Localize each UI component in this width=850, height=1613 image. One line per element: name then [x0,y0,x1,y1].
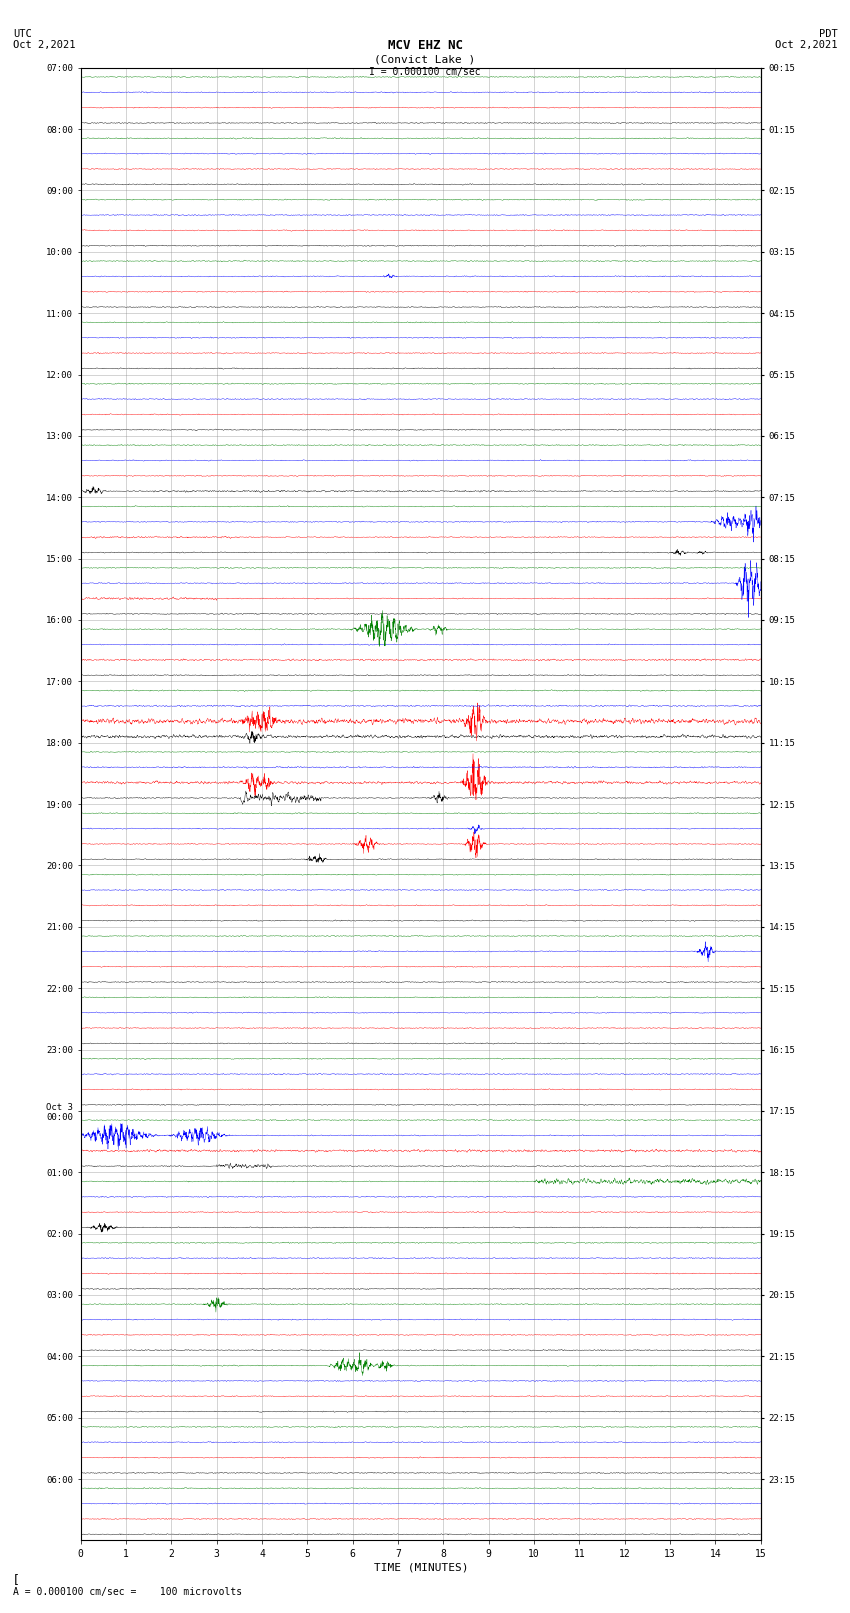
Text: Oct 2,2021: Oct 2,2021 [13,40,76,50]
Text: (Convict Lake ): (Convict Lake ) [374,55,476,65]
Text: A = 0.000100 cm/sec =    100 microvolts: A = 0.000100 cm/sec = 100 microvolts [13,1587,242,1597]
Text: Oct 2,2021: Oct 2,2021 [774,40,837,50]
X-axis label: TIME (MINUTES): TIME (MINUTES) [373,1563,468,1573]
Text: PDT: PDT [819,29,837,39]
Text: UTC: UTC [13,29,31,39]
Text: I = 0.000100 cm/sec: I = 0.000100 cm/sec [369,68,481,77]
Text: MCV EHZ NC: MCV EHZ NC [388,39,462,52]
Text: ]: ] [8,1571,16,1584]
